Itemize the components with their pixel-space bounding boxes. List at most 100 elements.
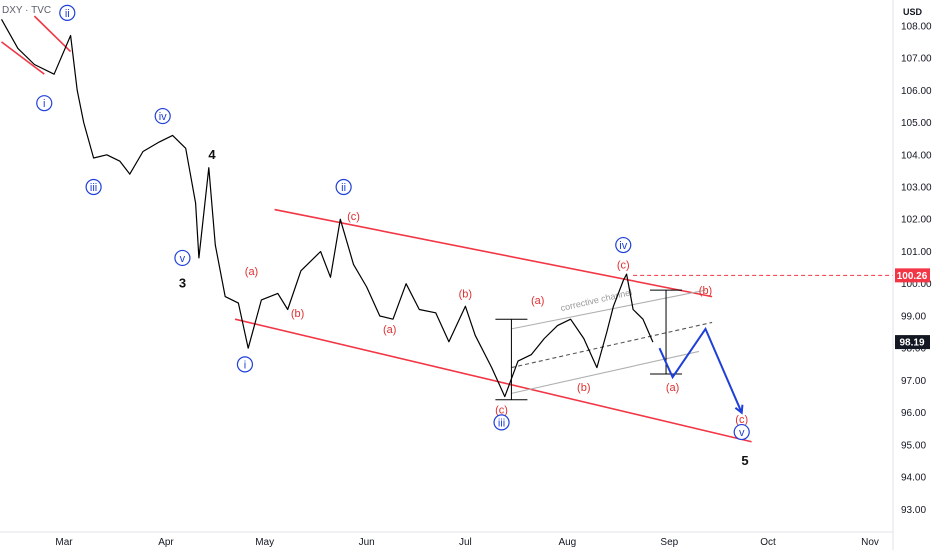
trendline	[274, 208, 713, 298]
y-tick-label: 95.00	[901, 440, 926, 451]
x-tick-label: Sep	[660, 537, 678, 548]
wave-label: (b)	[577, 382, 590, 394]
wave-label-text: 4	[208, 147, 216, 162]
wave-label-text: iv	[619, 240, 627, 252]
y-tick-label: 106.00	[901, 86, 932, 97]
wave-label-text: ii	[65, 8, 70, 20]
wave-label: ii	[335, 178, 352, 196]
wave-label: 4	[208, 147, 216, 162]
price-series-line	[0, 19, 654, 398]
projection-layer	[658, 326, 744, 415]
wave-label-text: (b)	[577, 382, 590, 394]
price-label-text: 98.19	[899, 338, 924, 349]
y-tick-label: 102.00	[901, 215, 932, 226]
wave-label-circle	[236, 356, 254, 373]
wave-label: 5	[741, 453, 748, 468]
wave-label: (a)	[531, 295, 544, 307]
currency-label: USD	[902, 7, 922, 17]
wave-label: iv	[615, 236, 632, 254]
wave-label-circle	[615, 236, 632, 254]
wave-label-circle	[335, 178, 352, 196]
wave-labels-layer: iiiiiiivv34i(a)(b)ii(c)(a)(b)(c)iii(a)(b…	[36, 4, 750, 468]
y-tick-label: 103.00	[901, 183, 932, 194]
wave-label: (b)	[699, 285, 712, 297]
wave-label-circle	[85, 178, 102, 196]
time-axis[interactable]: Mar Apr May Jun Jul Aug Sep Oct Nov	[55, 537, 879, 548]
wave-label-text: iii	[90, 182, 97, 194]
wave-label-text: (b)	[699, 285, 712, 297]
y-tick-label: 104.00	[901, 150, 932, 161]
x-tick-label: Apr	[158, 537, 174, 548]
wave-label: iii	[493, 414, 510, 431]
trendline	[511, 350, 700, 394]
symbol-label: DXY · TVC	[2, 5, 52, 16]
wave-label-circle	[733, 423, 750, 441]
x-tick-label: Oct	[760, 537, 776, 548]
wave-label-text: (a)	[245, 266, 258, 278]
wave-label-text: i	[244, 359, 246, 371]
projection-arrowhead	[734, 404, 744, 415]
wave-label: (b)	[459, 288, 472, 300]
wave-label: (a)	[245, 266, 258, 278]
trendlines-layer: corrective channel	[1, 15, 893, 443]
x-tick-label: May	[255, 537, 274, 548]
price-label-1: 98.19	[895, 335, 930, 350]
wave-label: (c)	[617, 259, 630, 271]
trendline	[33, 15, 72, 53]
y-tick-label: 93.00	[901, 505, 926, 516]
channel-label: corrective channel	[560, 287, 633, 313]
x-tick-label: Mar	[55, 537, 73, 548]
wave-label-text: (c)	[617, 259, 630, 271]
wave-label: (a)	[666, 382, 679, 394]
y-tick-label: 94.00	[901, 473, 926, 484]
price-label-0: 100.26	[895, 268, 930, 283]
wave-label-text: ii	[341, 182, 346, 194]
y-tick-label: 96.00	[901, 408, 926, 419]
trendline	[234, 318, 752, 443]
y-tick-label: 108.00	[901, 21, 932, 32]
wave-label: v	[174, 249, 191, 267]
projection-path	[658, 326, 743, 414]
wave-label-circle	[154, 107, 171, 125]
x-tick-label: Nov	[861, 537, 879, 548]
y-tick-label: 101.00	[901, 247, 932, 258]
x-tick-label: Jul	[459, 537, 472, 548]
wave-label-text: 3	[179, 276, 186, 291]
wave-label-text: iv	[159, 111, 167, 123]
wave-label-text: (c)	[735, 414, 748, 426]
wave-label-text: (a)	[666, 382, 679, 394]
trendline	[511, 289, 706, 330]
wave-label-text: (a)	[383, 324, 396, 336]
wave-label: i	[236, 356, 254, 373]
wave-label-text: (b)	[291, 308, 304, 320]
wave-label: (c)	[495, 404, 508, 416]
wave-label: (b)	[291, 308, 304, 320]
wave-label-circle	[493, 414, 510, 431]
price-label-text: 100.26	[897, 271, 928, 282]
y-tick-label: 107.00	[901, 54, 932, 65]
wave-label: (a)	[383, 324, 396, 336]
wave-label: iv	[154, 107, 171, 125]
wave-label-text: 5	[741, 453, 748, 468]
wave-label: ii	[59, 4, 76, 21]
wave-label-text: (c)	[495, 404, 508, 416]
price-label-bg	[895, 268, 930, 283]
y-tick-label: 98.00	[901, 344, 926, 355]
price-series-layer	[0, 19, 654, 398]
y-tick-label: 97.00	[901, 376, 926, 387]
wave-label-text: i	[43, 98, 45, 110]
wave-label: (c)	[347, 211, 360, 223]
wave-label-text: (b)	[459, 288, 472, 300]
measure-bracket	[495, 318, 528, 401]
wave-label-text: (c)	[347, 211, 360, 223]
wave-label: i	[36, 95, 53, 112]
price-label-bg	[895, 335, 930, 350]
wave-label: v	[733, 423, 750, 441]
trendline	[511, 321, 713, 369]
wave-label: iii	[85, 178, 102, 196]
x-tick-label: Aug	[558, 537, 576, 548]
price-axis[interactable]: 93.00 94.00 95.00 96.00 97.00 98.00 99.00 100.0…	[895, 21, 932, 516]
wave-label: (c)	[735, 414, 748, 426]
wave-label-circle	[59, 4, 76, 21]
